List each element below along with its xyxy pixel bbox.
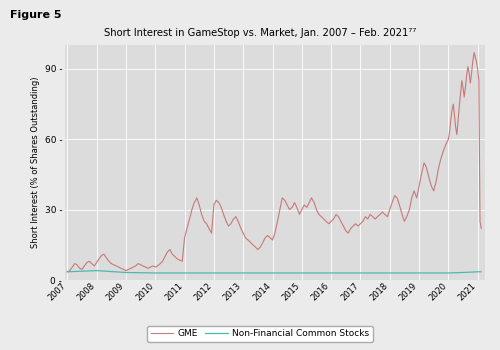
Non-Financial Common Stocks bbox=[474, 270, 480, 274]
GME bbox=[70, 265, 75, 269]
Non-Financial Common Stocks bbox=[478, 270, 484, 274]
Non-Financial Common Stocks bbox=[182, 271, 188, 275]
GME bbox=[471, 50, 477, 55]
GME bbox=[216, 201, 222, 205]
GME bbox=[238, 226, 244, 231]
GME bbox=[64, 270, 70, 274]
Text: Short Interest in GameStop vs. Market, Jan. 2007 – Feb. 2021⁷⁷: Short Interest in GameStop vs. Market, J… bbox=[104, 28, 416, 38]
Non-Financial Common Stocks bbox=[416, 271, 422, 275]
Non-Financial Common Stocks bbox=[94, 268, 100, 273]
Non-Financial Common Stocks bbox=[152, 271, 158, 275]
Text: Figure 5: Figure 5 bbox=[10, 10, 62, 21]
Non-Financial Common Stocks bbox=[328, 271, 334, 275]
Line: Non-Financial Common Stocks: Non-Financial Common Stocks bbox=[68, 271, 481, 273]
Non-Financial Common Stocks bbox=[211, 271, 217, 275]
Non-Financial Common Stocks bbox=[460, 271, 466, 275]
Legend: GME, Non-Financial Common Stocks: GME, Non-Financial Common Stocks bbox=[147, 326, 373, 342]
GME bbox=[474, 60, 480, 64]
Non-Financial Common Stocks bbox=[299, 271, 305, 275]
Non-Financial Common Stocks bbox=[386, 271, 392, 275]
Non-Financial Common Stocks bbox=[123, 271, 129, 275]
GME bbox=[476, 78, 482, 83]
Non-Financial Common Stocks bbox=[358, 271, 364, 275]
Non-Financial Common Stocks bbox=[64, 270, 70, 274]
GME bbox=[478, 226, 484, 231]
Non-Financial Common Stocks bbox=[240, 271, 246, 275]
Line: GME: GME bbox=[68, 52, 481, 272]
GME bbox=[270, 238, 276, 242]
Non-Financial Common Stocks bbox=[446, 271, 452, 275]
Y-axis label: Short Interest (% of Shares Outstanding): Short Interest (% of Shares Outstanding) bbox=[32, 77, 40, 248]
Non-Financial Common Stocks bbox=[270, 271, 276, 275]
